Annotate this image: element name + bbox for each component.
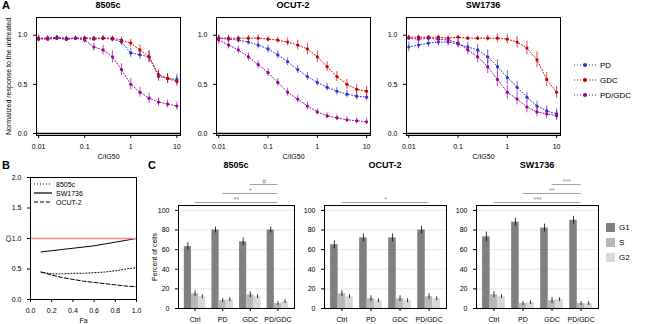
svg-text:0.1: 0.1 (80, 143, 90, 150)
svg-text:0.0: 0.0 (388, 130, 398, 137)
svg-text:Percent of cells: Percent of cells (151, 233, 158, 281)
svg-text:1: 1 (129, 143, 133, 150)
svg-text:0.0: 0.0 (26, 307, 36, 314)
svg-text:0: 0 (312, 305, 316, 312)
svg-text:GDC: GDC (392, 316, 408, 323)
svg-text:40: 40 (308, 266, 316, 273)
svg-text:0.01: 0.01 (32, 143, 46, 150)
svg-text:0.5: 0.5 (388, 81, 398, 88)
svg-text:10: 10 (363, 143, 371, 150)
html-text:S: S (619, 237, 625, 247)
svg-text:80: 80 (162, 226, 170, 233)
svg-text:2.0: 2.0 (12, 174, 22, 181)
svg-text:80: 80 (308, 226, 316, 233)
html-text:G2: G2 (619, 252, 630, 262)
svg-text:0.1: 0.1 (263, 143, 273, 150)
svg-text:10: 10 (173, 143, 181, 150)
svg-text:100: 100 (304, 207, 316, 214)
svg-text:20: 20 (162, 285, 170, 292)
svg-text:*: * (384, 196, 387, 203)
html-text:B: B (2, 159, 10, 171)
svg-text:C/IG50: C/IG50 (282, 153, 304, 160)
html-text:SW1736: SW1736 (465, 0, 501, 10)
html-text:A: A (2, 0, 10, 11)
svg-text:20: 20 (460, 285, 468, 292)
svg-text:0.1: 0.1 (453, 143, 463, 150)
svg-text:1: 1 (315, 143, 319, 150)
svg-text:60: 60 (308, 246, 316, 253)
svg-text:0.0: 0.0 (198, 130, 208, 137)
svg-text:***: *** (533, 196, 541, 203)
svg-text:1.0: 1.0 (388, 31, 398, 38)
svg-text:0.0: 0.0 (12, 296, 22, 303)
svg-text:***: *** (562, 178, 570, 185)
svg-text:#: # (262, 178, 266, 185)
html-text:PD: PD (600, 60, 612, 70)
svg-text:0.5: 0.5 (12, 265, 22, 272)
svg-text:1.0: 1.0 (132, 307, 142, 314)
html-text:SW1736: SW1736 (519, 160, 555, 170)
html-text:8505c: 8505c (95, 0, 121, 10)
html-text:C: C (148, 159, 156, 171)
svg-text:1.5: 1.5 (12, 204, 22, 211)
svg-text:PD: PD (366, 316, 376, 323)
svg-text:Ctrl: Ctrl (488, 316, 499, 323)
svg-text:20: 20 (308, 285, 316, 292)
svg-text:0.5: 0.5 (198, 81, 208, 88)
html-text:OCUT-2: OCUT-2 (56, 198, 82, 206)
html-text:SW1736: SW1736 (56, 189, 83, 197)
svg-text:C/IG50: C/IG50 (472, 153, 494, 160)
svg-text:1.0: 1.0 (18, 31, 28, 38)
svg-text:**: ** (234, 196, 240, 203)
svg-text:1: 1 (505, 143, 509, 150)
html-text:GDC: GDC (600, 75, 618, 85)
svg-text:60: 60 (162, 246, 170, 253)
html-text:OCUT-2: OCUT-2 (276, 0, 310, 10)
svg-text:80: 80 (460, 226, 468, 233)
svg-text:40: 40 (162, 266, 170, 273)
svg-text:PD/GDC: PD/GDC (567, 316, 594, 323)
svg-text:GDC: GDC (544, 316, 560, 323)
svg-text:40: 40 (460, 266, 468, 273)
html-text:PD/GDC: PD/GDC (600, 90, 632, 100)
svg-text:100: 100 (158, 207, 170, 214)
html-text:OCUT-2: OCUT-2 (368, 160, 402, 170)
svg-text:0: 0 (464, 305, 468, 312)
svg-text:C/IG50: C/IG50 (97, 153, 119, 160)
html-text:8505c: 8505c (56, 180, 76, 188)
html-text:8505c: 8505c (223, 160, 249, 170)
svg-text:0.01: 0.01 (212, 143, 226, 150)
svg-text:0.0: 0.0 (18, 130, 28, 137)
svg-text:0.01: 0.01 (402, 143, 416, 150)
svg-text:0.8: 0.8 (110, 307, 120, 314)
html-text:G1: G1 (619, 222, 630, 232)
svg-text:0.4: 0.4 (68, 307, 78, 314)
svg-text:10: 10 (553, 143, 561, 150)
svg-text:PD: PD (218, 316, 228, 323)
svg-text:0.5: 0.5 (18, 81, 28, 88)
svg-text:0.6: 0.6 (89, 307, 99, 314)
svg-text:Fa: Fa (79, 317, 87, 324)
svg-text:PD/GDC: PD/GDC (415, 316, 442, 323)
svg-text:1.0: 1.0 (198, 31, 208, 38)
svg-text:GDC: GDC (243, 316, 259, 323)
svg-text:Normalized response to the unt: Normalized response to the untreated (5, 18, 13, 135)
svg-text:Ctrl: Ctrl (190, 316, 201, 323)
svg-text:0: 0 (166, 305, 170, 312)
svg-text:CI: CI (5, 235, 12, 242)
svg-text:0.2: 0.2 (47, 307, 57, 314)
svg-text:**: ** (549, 187, 555, 194)
svg-text:1.0: 1.0 (12, 235, 22, 242)
svg-text:100: 100 (456, 207, 468, 214)
svg-text:60: 60 (460, 246, 468, 253)
svg-text:Ctrl: Ctrl (336, 316, 347, 323)
svg-text:PD/GDC: PD/GDC (264, 316, 291, 323)
svg-text:PD: PD (518, 316, 528, 323)
svg-text:*: * (249, 187, 252, 194)
